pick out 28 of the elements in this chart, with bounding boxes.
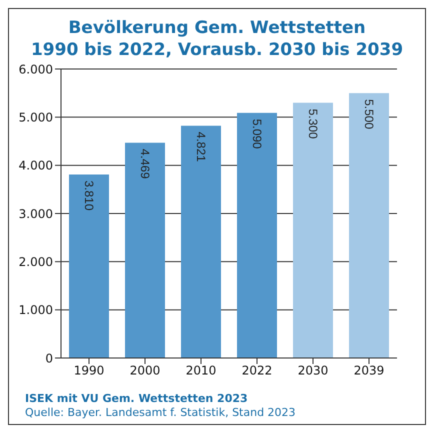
y-tick-label: 3.000 (18, 206, 53, 221)
bar (237, 112, 277, 358)
chart-title: Bevölkerung Gem. Wettstetten 1990 bis 2022, Vorausb. 2030 bis 2039 (30, 17, 404, 61)
y-tick-label: 0 (45, 351, 53, 366)
x-tick-label: 2022 (242, 364, 272, 378)
data-label: 4.469 (138, 148, 152, 180)
data-label: 5.300 (306, 108, 320, 140)
data-label: 5.090 (250, 118, 264, 150)
bar (69, 174, 109, 358)
bar (349, 93, 389, 358)
y-tick-label: 6.000 (18, 62, 53, 76)
y-tick-label: 2.000 (18, 254, 53, 269)
x-tick-label: 2039 (354, 364, 384, 378)
y-tick-label: 5.000 (18, 110, 53, 124)
data-label: 5.500 (362, 99, 376, 130)
bar (125, 142, 165, 358)
bar (181, 126, 221, 358)
x-tick-label: 2000 (130, 364, 160, 378)
data-label: 4.821 (194, 132, 208, 162)
y-tick-label: 4.000 (18, 158, 53, 173)
text: ISEK mit VU Gem. Wettstetten 2023 (25, 392, 249, 406)
x-tick-label: 2030 (298, 364, 328, 378)
x-tick-label: 2010 (186, 364, 216, 378)
source-note: Quelle: Bayer. Landesamt f. Statistik, Stand 2023 (25, 406, 297, 420)
bar (293, 102, 333, 358)
y-tick-label: 1.000 (18, 303, 53, 318)
data-label: 3.810 (82, 180, 96, 211)
x-tick-label: 1990 (74, 364, 104, 378)
